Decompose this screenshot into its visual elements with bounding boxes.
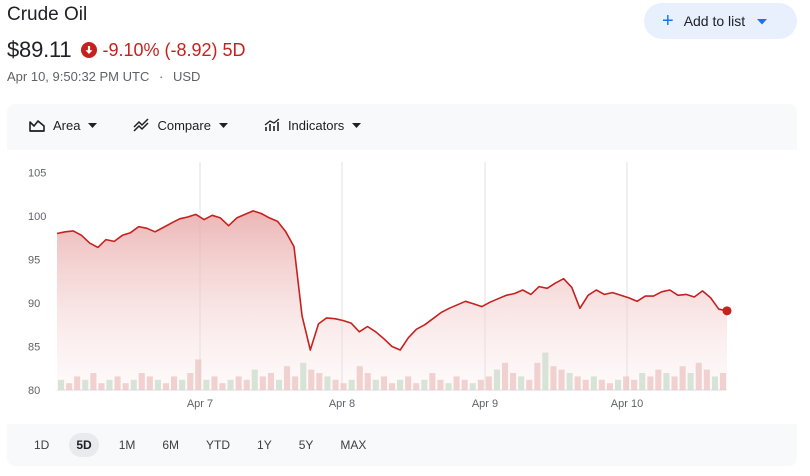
plus-icon: + [662, 10, 674, 32]
y-tick-label: 90 [28, 298, 40, 310]
indicators-icon [264, 118, 280, 131]
y-tick-label: 80 [28, 385, 40, 397]
range-5d[interactable]: 5D [69, 433, 99, 457]
add-to-list-label: Add to list [683, 13, 746, 29]
chevron-down-icon [352, 122, 362, 128]
indicators-dropdown[interactable]: Indicators [264, 118, 365, 133]
y-tick-label: 105 [28, 168, 46, 180]
time-range-selector: 1D 5D 1M 6M YTD 1Y 5Y MAX [7, 429, 386, 461]
change-percent: -9.10% [102, 39, 160, 60]
x-tick-label: Apr 7 [187, 398, 213, 410]
range-ytd[interactable]: YTD [206, 438, 231, 452]
last-price-marker [722, 306, 732, 316]
y-tick-label: 100 [28, 211, 46, 223]
change-absolute: (-8.92) [164, 39, 218, 60]
range-1d[interactable]: 1D [34, 438, 50, 452]
arrow-down-icon [81, 42, 98, 58]
compare-icon [133, 118, 149, 132]
range-max[interactable]: MAX [340, 438, 367, 452]
chevron-down-icon [757, 12, 768, 30]
range-1y[interactable]: 1Y [257, 438, 272, 452]
quote-currency: USD [172, 69, 201, 84]
chevron-down-icon [218, 122, 228, 128]
area-chart-icon [29, 120, 45, 132]
x-tick-label: Apr 10 [611, 398, 643, 410]
compare-label: Compare [157, 117, 211, 133]
meta-separator: · [158, 69, 164, 84]
current-price: $89.11 [7, 37, 72, 62]
x-tick-label: Apr 8 [329, 398, 355, 410]
price-chart[interactable]: 105 100 95 90 85 80 Apr 7 Apr 8 Apr 9 Apr 10 [7, 150, 797, 424]
indicators-label: Indicators [287, 117, 345, 133]
chevron-down-icon [88, 122, 98, 128]
add-to-list-button[interactable]: + Add to list [644, 3, 797, 39]
chart-toolbar: Area Compare Indicators [7, 104, 797, 146]
chart-type-dropdown[interactable]: Area [29, 118, 101, 133]
price-chart-svg: 105 100 95 90 85 80 Apr 7 Apr 8 Apr 9 Apr 10 [28, 162, 732, 410]
range-5y[interactable]: 5Y [298, 438, 314, 452]
quote-timestamp: Apr 10, 9:50:32 PM UTC [7, 69, 150, 84]
y-tick-label: 95 [28, 255, 40, 267]
change-period: 5D [222, 39, 246, 60]
chart-type-label: Area [53, 117, 81, 133]
x-tick-label: Apr 9 [472, 398, 498, 410]
price-line [56, 210, 728, 351]
price-area [57, 210, 727, 390]
y-tick-label: 85 [28, 342, 40, 354]
price-row: $89.11 -9.10% (-8.92) 5D [7, 36, 251, 64]
price-change: -9.10% (-8.92) 5D [81, 40, 250, 61]
quote-meta: Apr 10, 9:50:32 PM UTC · USD [7, 69, 206, 84]
range-1m[interactable]: 1M [118, 438, 136, 452]
range-6m[interactable]: 6M [162, 438, 180, 452]
chart-card: Area Compare Indicators [7, 104, 797, 466]
page-title: Crude Oil [7, 4, 88, 25]
compare-dropdown[interactable]: Compare [133, 118, 231, 133]
